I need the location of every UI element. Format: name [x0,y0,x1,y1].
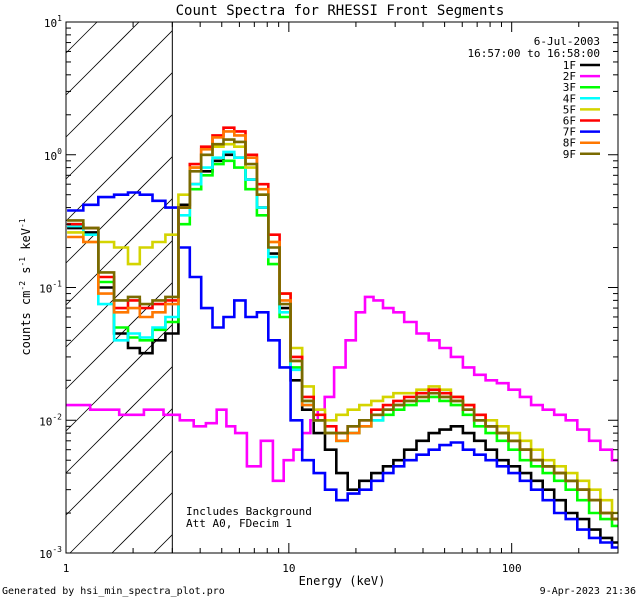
series-5F [67,142,618,515]
footer-generated-by: Generated by hsi_min_spectra_plot.pro [2,586,225,597]
legend-label: 5F [563,103,576,116]
annotation-background: Includes Background [186,505,312,518]
hatch-line [65,114,173,222]
x-axis-label: Energy (keV) [299,574,386,588]
hatch-line [65,156,173,264]
hatch-line [65,408,173,516]
hatch-line [65,30,173,138]
y-label-sup: -2 [18,281,27,291]
hatch-line [65,324,173,432]
hatch-line [65,366,173,474]
legend-label: 9F [563,148,576,161]
shaded-region [65,21,173,554]
y-label-sup: -1 [18,218,27,228]
legend-date: 6-Jul-2003 [534,35,600,48]
x-tick-label: 1 [63,562,70,575]
legend-label: 7F [563,126,576,139]
y-tick-label: 10-3 [39,545,62,561]
hatch-line [65,240,173,348]
y-tick-label: 101 [44,14,62,30]
legend-label: 1F [563,59,576,72]
legend-label: 6F [563,115,576,128]
y-tick-labels: 10-3 10-2 10-1 100 101 [39,14,62,561]
y-label-part: s [19,267,33,281]
y-tick-label: 10-2 [39,412,62,428]
y-axis-label: counts cm-2 s-1 keV-1 [18,218,33,355]
y-label-part: keV [19,228,33,257]
y-label-part: counts cm [19,291,33,356]
hatch-line [65,21,98,54]
hatch-line [65,21,140,96]
legend-label: 8F [563,137,576,150]
axis-ticks [65,21,619,554]
hatch-line [65,72,173,180]
series-2F [66,295,618,483]
hatch-line [153,534,173,554]
x-tick-labels: 1 10 100 [63,562,522,575]
hatch-line [65,198,173,306]
chart-title: Count Spectra for RHESSI Front Segments [176,3,505,19]
x-tick-label: 100 [502,562,522,575]
annotation-attenuator: Att A0, FDecim 1 [186,517,292,530]
series-9F [67,138,618,521]
y-label-sup: -1 [18,257,27,267]
footer-timestamp: 9-Apr-2023 21:36 [540,586,636,597]
series-layer [66,126,618,549]
hatch-line [69,450,173,554]
x-tick-label: 10 [282,562,295,575]
legend-time-range: 16:57:00 to 16:58:00 [468,47,600,60]
legend-label: 4F [563,92,576,105]
hatch-line [111,492,173,554]
y-tick-label: 100 [44,147,62,163]
y-tick-label: 10-1 [39,280,62,296]
legend-label: 2F [563,70,576,83]
legend-label: 3F [563,81,576,94]
